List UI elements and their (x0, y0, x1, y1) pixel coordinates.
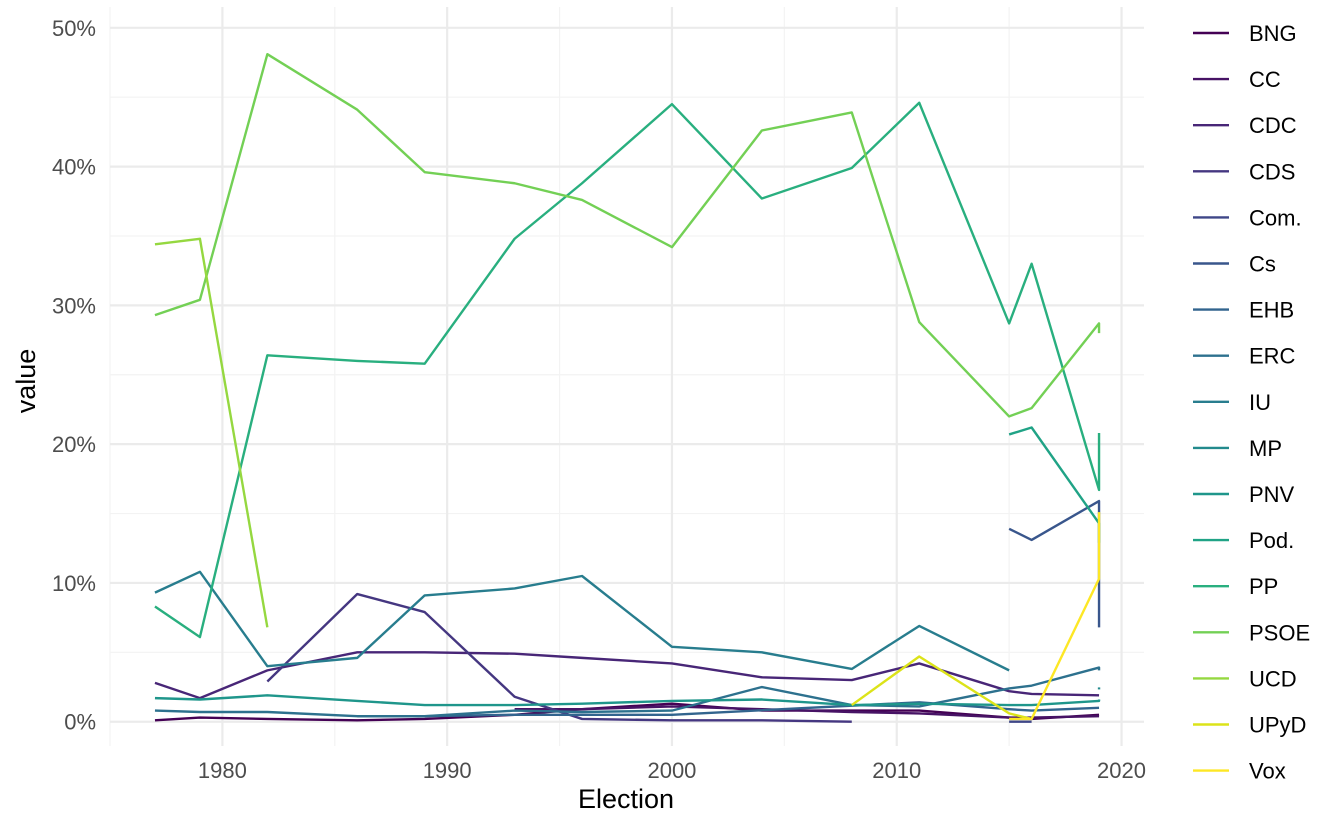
legend-item-pnv: PNV (1193, 482, 1295, 507)
legend-label-ehb: EHB (1249, 298, 1294, 323)
legend-label-pod: Pod. (1249, 528, 1294, 553)
legend-item-cs: Cs (1193, 252, 1276, 277)
x-axis-tick-labels: 1980 1990 2000 2010 2020 (198, 758, 1146, 783)
legend-label-psoe: PSOE (1249, 620, 1310, 645)
minor-gridlines (109, 7, 1144, 746)
legend-label-cds: CDS (1249, 159, 1295, 184)
x-tick-label: 1990 (423, 758, 472, 783)
y-tick-label: 50% (52, 16, 96, 41)
series-line-psoe (154, 52, 1101, 418)
x-tick-label: 2000 (647, 758, 696, 783)
series-line-pnv (154, 694, 1101, 707)
series-lines (154, 52, 1101, 723)
series-line-cds (266, 592, 852, 723)
legend-item-erc: ERC (1193, 344, 1296, 369)
x-tick-label: 1980 (198, 758, 247, 783)
legend-label-cdc: CDC (1249, 113, 1297, 138)
legend-label-pp: PP (1249, 574, 1278, 599)
legend-item-cds: CDS (1193, 159, 1295, 184)
series-line-iu (154, 570, 1010, 672)
y-axis-title: value (11, 349, 41, 414)
x-tick-label: 2010 (872, 758, 921, 783)
y-tick-label: 0% (64, 710, 96, 735)
legend-item-psoe: PSOE (1193, 620, 1310, 645)
legend-item-iu: IU (1193, 390, 1271, 415)
legend-item-vox: Vox (1193, 759, 1286, 784)
series-line-pp (154, 101, 1101, 639)
legend-label-upyd: UPyD (1249, 713, 1306, 738)
legend-item-pp: PP (1193, 574, 1278, 599)
series-line-upyd (851, 655, 1032, 721)
legend-label-cs: Cs (1249, 252, 1276, 277)
series-line-erc (154, 666, 1101, 718)
y-axis-tick-labels: 0% 10% 20% 30% 40% 50% (52, 16, 96, 735)
x-axis-title: Election (578, 784, 674, 814)
legend-label-cc: CC (1249, 67, 1281, 92)
x-tick-label: 2020 (1097, 758, 1146, 783)
legend-label-erc: ERC (1249, 344, 1296, 369)
legend-item-bng: BNG (1193, 21, 1297, 46)
legend-item-upyd: UPyD (1193, 713, 1306, 738)
legend-item-com: Com. (1193, 205, 1302, 230)
legend-label-ucd: UCD (1249, 666, 1297, 691)
y-tick-label: 10% (52, 571, 96, 596)
legend: BNG CC CDC CDS Com. Cs EHB ERC IU MP PNV Pod. PP PSOE… (1193, 21, 1310, 784)
legend-item-ucd: UCD (1193, 666, 1297, 691)
legend-label-pnv: PNV (1249, 482, 1295, 507)
legend-item-ehb: EHB (1193, 298, 1294, 323)
series-line-ucd (154, 237, 269, 628)
legend-label-vox: Vox (1249, 759, 1286, 784)
major-gridlines (110, 7, 1144, 746)
legend-label-com: Com. (1249, 205, 1302, 230)
series-line-vox (1009, 512, 1101, 721)
legend-item-mp: MP (1193, 436, 1282, 461)
series-line-cdc (154, 651, 1100, 700)
legend-label-iu: IU (1249, 390, 1271, 415)
y-tick-label: 20% (52, 432, 96, 457)
legend-item-cdc: CDC (1193, 113, 1297, 138)
legend-label-mp: MP (1249, 436, 1282, 461)
legend-item-pod: Pod. (1193, 528, 1294, 553)
y-tick-label: 30% (52, 293, 96, 318)
y-tick-label: 40% (52, 155, 96, 180)
legend-label-bng: BNG (1249, 21, 1297, 46)
legend-item-cc: CC (1193, 67, 1281, 92)
